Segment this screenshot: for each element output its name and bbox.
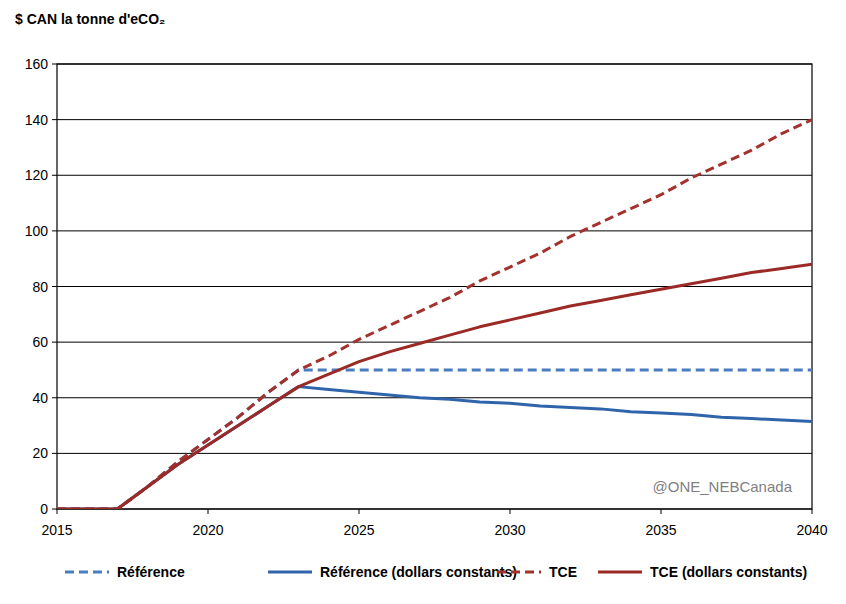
legend-label: Référence (dollars constants) — [320, 564, 517, 580]
grid-line — [57, 453, 812, 454]
y-tick-label: 160 — [25, 56, 49, 72]
y-tick-label: 20 — [32, 445, 48, 461]
series-line — [57, 370, 812, 509]
grid-line — [57, 119, 812, 120]
legend-swatch — [268, 571, 312, 574]
legend-swatch — [598, 571, 642, 574]
y-tick-label: 0 — [40, 501, 48, 517]
legend-label: Référence — [117, 564, 185, 580]
plot-frame — [57, 64, 812, 509]
grid-line — [57, 342, 812, 343]
x-tick — [812, 509, 813, 514]
legend-label: TCE (dollars constants) — [650, 564, 807, 580]
x-tick-label: 2035 — [645, 522, 676, 538]
y-tick — [52, 230, 57, 231]
x-tick-label: 2040 — [796, 522, 827, 538]
y-tick — [52, 453, 57, 454]
legend: Référence Référence (dollars constants) TC… — [65, 564, 807, 580]
series-line — [57, 387, 812, 509]
title: $ CAN la tonne d'eCO₂ — [15, 11, 165, 27]
y-tick — [52, 64, 57, 65]
lines — [57, 120, 812, 509]
y-tick — [52, 509, 57, 510]
y-tick — [52, 342, 57, 343]
background — [0, 0, 846, 604]
grid — [57, 64, 812, 509]
chart: $ CAN la tonne d'eCO₂0204060801001201401… — [0, 0, 846, 604]
x-tick — [57, 509, 58, 514]
grid-line — [57, 230, 812, 231]
x-tick-label: 2025 — [343, 522, 374, 538]
y-tick — [52, 286, 57, 287]
y-tick-label: 40 — [32, 390, 48, 406]
grid-line — [57, 286, 812, 287]
series-line — [57, 264, 812, 509]
x-tick — [208, 509, 209, 514]
x-tick — [359, 509, 360, 514]
legend-label: TCE — [549, 564, 577, 580]
legend-swatch — [65, 571, 109, 574]
y-tick — [52, 397, 57, 398]
y-tick-label: 120 — [25, 167, 49, 183]
x-tick — [510, 509, 511, 514]
x-tick-label: 2015 — [41, 522, 72, 538]
series-line — [57, 120, 812, 509]
y-tick-label: 100 — [25, 223, 49, 239]
x-tick-label: 2020 — [192, 522, 223, 538]
y-tick-label: 140 — [25, 112, 49, 128]
x-tick-label: 2030 — [494, 522, 525, 538]
y-tick — [52, 119, 57, 120]
x-tick — [661, 509, 662, 514]
y-tick-label: 60 — [32, 334, 48, 350]
legend-swatch — [497, 571, 541, 574]
annotation: @ONE_NEBCanada — [653, 478, 793, 495]
y-tick-label: 80 — [32, 279, 48, 295]
y-tick — [52, 175, 57, 176]
